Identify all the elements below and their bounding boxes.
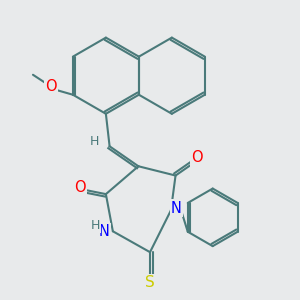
Text: S: S <box>145 275 155 290</box>
Text: O: O <box>74 180 86 195</box>
Text: N: N <box>99 224 110 239</box>
Text: O: O <box>45 79 56 94</box>
Text: O: O <box>192 150 203 165</box>
Text: H: H <box>91 219 100 232</box>
Text: H: H <box>90 135 99 148</box>
Text: N: N <box>171 201 182 216</box>
